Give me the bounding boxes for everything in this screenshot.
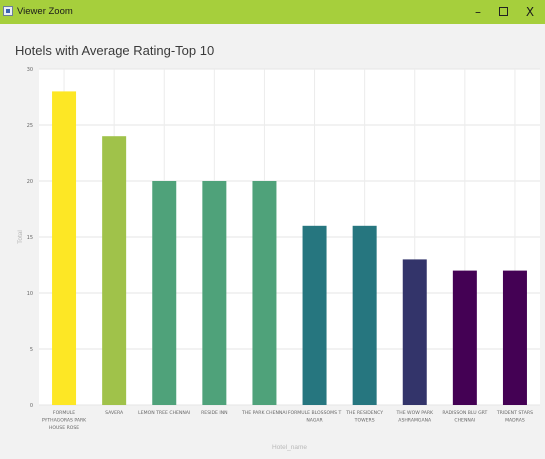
bar: [252, 181, 277, 405]
y-tick-label: 5: [30, 347, 33, 353]
x-tick-label-line: SAVERA: [105, 410, 124, 416]
x-tick-label: FORMULE BLOSSOMS T NAGAR: [288, 410, 342, 424]
maximize-button[interactable]: [491, 2, 515, 22]
x-tick-label-line: FORMULE BLOSSOMS T: [288, 410, 342, 416]
x-tick-label: TRIDENT STARS MADRAS: [496, 410, 533, 424]
x-tick-label: THE PARK CHENNAI: [241, 410, 287, 416]
bar: [152, 181, 177, 405]
bar: [302, 225, 327, 405]
bar: [502, 270, 527, 405]
window-titlebar: Viewer Zoom – X: [0, 0, 545, 24]
bar: [402, 259, 427, 405]
bar: [352, 225, 377, 405]
x-tick-label-line: THE WOW PARK: [395, 410, 434, 416]
x-tick-label: THE WOW PARK ASHRAMGANA: [395, 410, 434, 424]
x-tick-label-line: TRIDENT STARS: [496, 410, 533, 416]
bar: [102, 136, 127, 405]
x-tick-label-line: THE RESIDENCY: [345, 410, 383, 416]
app-icon: [3, 6, 13, 16]
x-tick-label-line: RADISSON BLU GRT: [442, 410, 487, 416]
minimize-button[interactable]: –: [475, 5, 481, 19]
x-tick-label-line: HOUSE ROSE: [49, 425, 79, 431]
y-tick-label: 25: [27, 123, 33, 129]
bar: [52, 91, 77, 406]
y-tick-label: 10: [27, 291, 33, 297]
chart-title: Hotels with Average Rating-Top 10: [15, 43, 215, 58]
x-tick-label: LEMON TREE CHENNAI: [138, 410, 190, 416]
x-tick-label-line: RESIDE INN: [201, 410, 228, 416]
x-tick-label: RESIDE INN: [201, 410, 228, 416]
x-axis-title: Hotel_name: [272, 444, 307, 451]
y-tick-label: 20: [27, 179, 33, 185]
bar: [452, 270, 477, 405]
x-tick-label-line: THE PARK CHENNAI: [241, 410, 287, 416]
x-tick-label-line: CHENNAI: [454, 418, 475, 424]
y-tick-label: 15: [27, 235, 33, 241]
x-tick-label: FORMULE PYTHAGORAS PARK HOUSE ROSE: [42, 410, 87, 431]
x-tick-label-line: MADRAS: [505, 418, 525, 424]
bar: [202, 181, 227, 405]
x-tick-label: THE RESIDENCY TOWERS: [345, 410, 383, 424]
x-tick-label-line: TOWERS: [354, 418, 375, 424]
y-tick-label: 0: [30, 403, 33, 409]
x-tick-label-line: ASHRAMGANA: [398, 418, 432, 424]
maximize-icon: [498, 7, 508, 16]
close-button[interactable]: X: [525, 5, 535, 19]
x-tick-label-line: LEMON TREE CHENNAI: [138, 410, 190, 416]
x-tick-label: SAVERA: [105, 410, 124, 416]
x-tick-label: RADISSON BLU GRT CHENNAI: [442, 410, 487, 424]
x-tick-label-line: PYTHAGORAS PARK: [42, 418, 87, 424]
y-tick-label: 30: [27, 67, 33, 73]
x-tick-label-line: NAGAR: [306, 418, 323, 424]
window-title: Viewer Zoom: [17, 6, 73, 17]
x-tick-label-line: FORMULE: [53, 410, 75, 416]
y-axis-title: Total: [17, 230, 24, 244]
